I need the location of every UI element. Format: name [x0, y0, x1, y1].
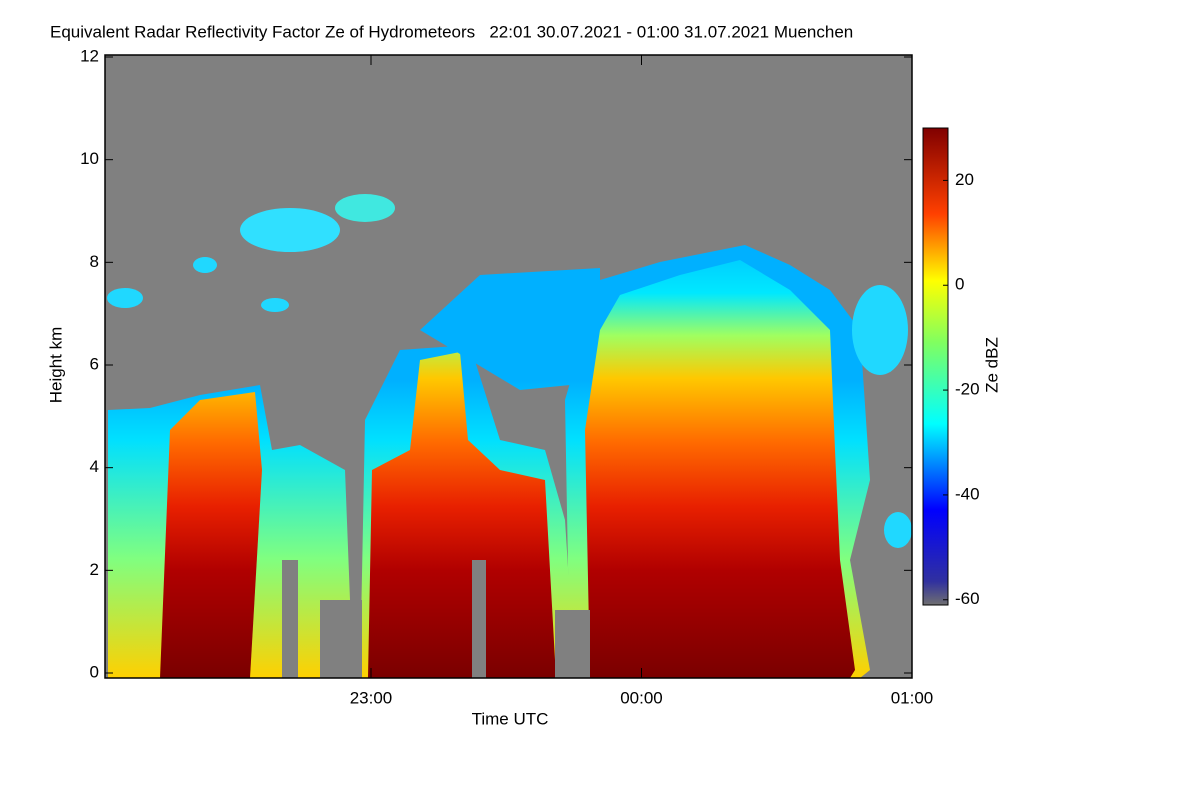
colorbar-tick-label: -40	[955, 484, 980, 503]
y-axis-label: Height km	[46, 327, 65, 404]
y-tick-label: 2	[90, 560, 99, 579]
echo	[160, 392, 262, 678]
echo	[261, 298, 289, 312]
echo	[107, 288, 143, 308]
echo	[585, 260, 855, 678]
x-axis-label: Time UTC	[472, 709, 549, 728]
colorbar-tick-label: -20	[955, 380, 980, 399]
colorbar	[922, 127, 949, 606]
chart-title: Equivalent Radar Reflectivity Factor Ze …	[50, 22, 853, 41]
echo	[420, 268, 600, 390]
echo	[335, 194, 395, 222]
echo-gap	[472, 560, 486, 678]
y-tick-label: 8	[90, 252, 99, 271]
echo-gap	[282, 560, 298, 678]
y-tick-label: 10	[80, 149, 99, 168]
radar-field	[104, 54, 913, 679]
echo	[852, 285, 908, 375]
echo	[193, 257, 217, 273]
y-tick-label: 6	[90, 354, 99, 373]
y-tick-label: 4	[90, 457, 99, 476]
echo	[368, 352, 556, 678]
echo-gap	[555, 610, 590, 678]
colorbar-tick-label: 0	[955, 275, 964, 294]
x-tick-label: 01:00	[891, 688, 934, 707]
plot-frame	[104, 54, 913, 679]
x-tick-label: 00:00	[620, 688, 663, 707]
colorbar-tick-label: 20	[955, 170, 974, 189]
x-tick-label: 23:00	[350, 688, 393, 707]
echo	[240, 208, 340, 252]
echo	[884, 512, 912, 548]
y-tick-label: 0	[90, 662, 99, 681]
colorbar-label: Ze dBZ	[982, 337, 1001, 393]
y-tick-label: 12	[80, 46, 99, 65]
colorbar-tick-label: -60	[955, 589, 980, 608]
echo-gap	[320, 600, 362, 678]
